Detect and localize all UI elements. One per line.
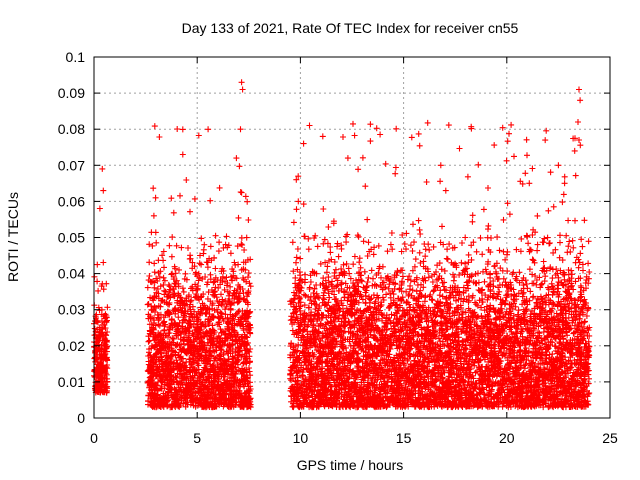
x-tick-label: 25 bbox=[602, 430, 618, 446]
y-tick-label: 0.05 bbox=[58, 230, 85, 246]
axis-ticks: 0 0.01 0.02 0.03 0.04 0.05 0.06 0.07 0.08 0.09 0.1… bbox=[58, 49, 618, 446]
y-tick-label: 0.04 bbox=[58, 266, 85, 282]
y-tick-label: 0.09 bbox=[58, 85, 85, 101]
y-tick-label: 0.02 bbox=[58, 338, 85, 354]
y-tick-label: 0.1 bbox=[66, 49, 86, 65]
x-tick-label: 5 bbox=[193, 430, 201, 446]
chart-title: Day 133 of 2021, Rate Of TEC Index for r… bbox=[182, 20, 519, 36]
y-tick-label: 0.03 bbox=[58, 302, 85, 318]
y-tick-label: 0.06 bbox=[58, 193, 85, 209]
y-tick-label: 0 bbox=[77, 410, 85, 426]
y-axis-label: ROTI / TECUs bbox=[5, 192, 21, 282]
x-tick-label: 20 bbox=[499, 430, 515, 446]
y-tick-label: 0.08 bbox=[58, 121, 85, 137]
x-tick-label: 0 bbox=[90, 430, 98, 446]
roti-data-markers bbox=[91, 79, 593, 411]
y-tick-label: 0.01 bbox=[58, 374, 85, 390]
data-points bbox=[91, 79, 593, 411]
x-axis-label: GPS time / hours bbox=[297, 457, 404, 473]
y-tick-label: 0.07 bbox=[58, 157, 85, 173]
x-tick-label: 15 bbox=[396, 430, 412, 446]
x-tick-label: 10 bbox=[293, 430, 309, 446]
